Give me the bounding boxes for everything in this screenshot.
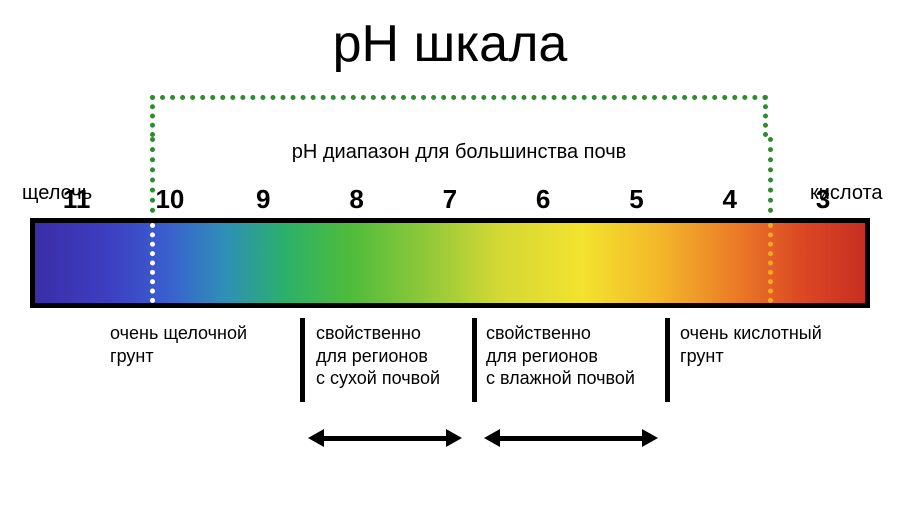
- description-separator: [665, 318, 670, 402]
- description-text: свойственнодля регионовс сухой почвой: [316, 322, 440, 390]
- scale-number: 4: [723, 184, 737, 215]
- ph-scale-bar: [30, 218, 870, 308]
- range-drop-left: [150, 137, 155, 223]
- scale-number: 3: [816, 184, 830, 215]
- scale-number: 8: [349, 184, 363, 215]
- description-text: очень щелочнойгрунт: [110, 322, 247, 367]
- description-separator: [300, 318, 305, 402]
- arrow-head-right: [446, 429, 462, 447]
- range-drop-left-inside: [150, 223, 155, 303]
- range-bracket: [150, 95, 768, 137]
- scale-number: 11: [63, 184, 91, 215]
- scale-number: 10: [155, 184, 184, 215]
- description-separator: [472, 318, 477, 402]
- arrow-head-left: [484, 429, 500, 447]
- arrow-line: [322, 436, 448, 441]
- scale-number: 5: [629, 184, 643, 215]
- range-drop-right-inside: [768, 223, 773, 303]
- arrow-head-left: [308, 429, 324, 447]
- arrow-line: [498, 436, 644, 441]
- page-title: pH шкала: [0, 14, 900, 74]
- range-label: pH диапазон для большинства почв: [150, 141, 768, 164]
- description-text: очень кислотныйгрунт: [680, 322, 822, 367]
- arrow-head-right: [642, 429, 658, 447]
- description-text: свойственнодля регионовс влажной почвой: [486, 322, 635, 390]
- scale-number: 7: [443, 184, 457, 215]
- range-drop-right: [768, 137, 773, 223]
- scale-number: 6: [536, 184, 550, 215]
- scale-number: 9: [256, 184, 270, 215]
- ph-gradient: [35, 223, 865, 303]
